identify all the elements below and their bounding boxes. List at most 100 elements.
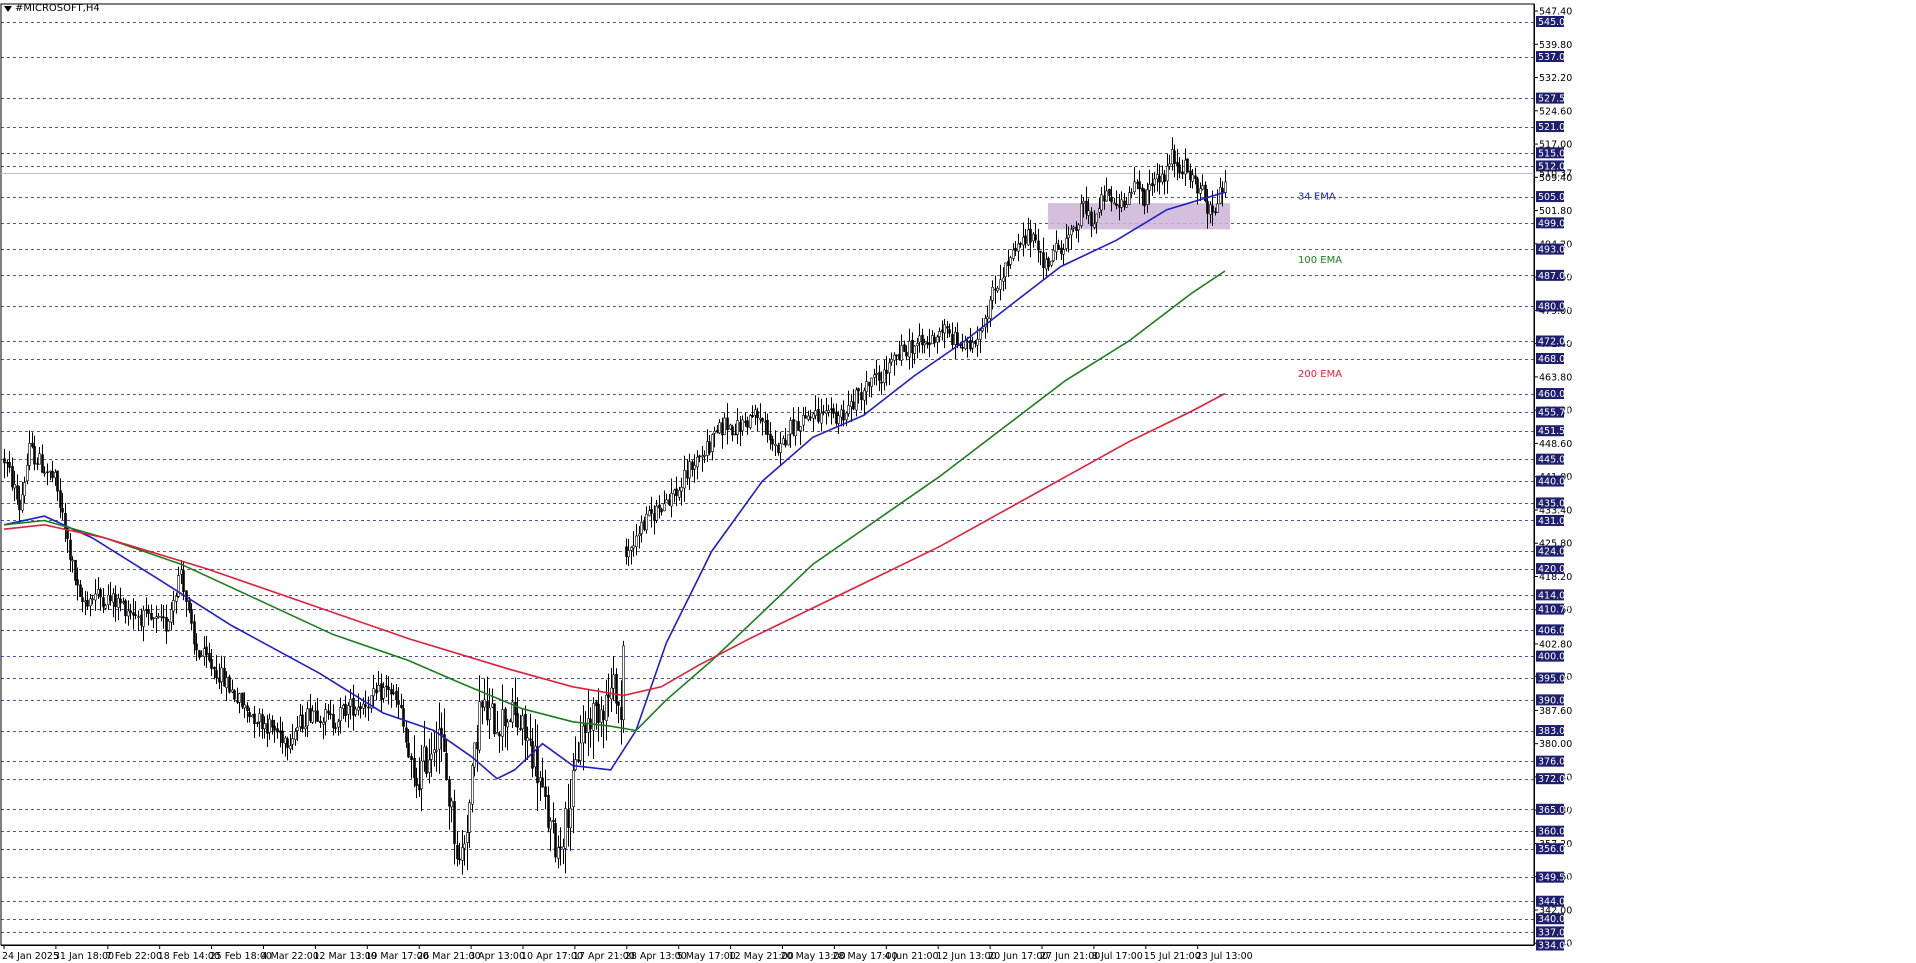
candle-body [289,745,292,750]
level-label: 400.00 [1538,652,1571,663]
candle-body [1146,189,1149,205]
candle-body [177,575,180,597]
candle-body [140,614,143,626]
candle-body [979,330,982,340]
candle-body [468,802,471,833]
level-label-bg [1536,545,1564,557]
level-label: 487.00 [1538,271,1571,282]
candle-body [726,417,729,431]
level-label: 344.00 [1538,897,1571,908]
candle-body [258,713,261,723]
candle-body [521,715,524,730]
candle-body [612,674,615,689]
candle-body [536,746,539,784]
candle-body [1214,211,1217,213]
y-tick-label: 425.80 [1539,539,1572,550]
candle-body [797,421,800,431]
candle-body [680,486,683,492]
candle-body [812,413,815,419]
candle-body [597,703,600,723]
candle-body [627,550,630,558]
candle-body [900,345,903,361]
candle-body [893,354,896,361]
candle-body [1098,208,1101,213]
candle-body [198,650,201,658]
x-tick-label: 24 Jan 2025 [2,951,59,962]
x-tick-label: 19 Mar 17:00 [365,951,428,962]
candle-body [26,464,29,482]
candle-body [59,490,62,508]
x-tick-label: 28 May 17:00 [832,951,897,962]
candle-body [415,777,418,787]
candle-body [440,727,443,736]
candle-body [701,455,704,458]
candle-body [33,446,36,465]
candle-body [1067,234,1070,239]
candle-body [74,559,77,581]
candle-body [425,747,428,774]
x-tick-label: 12 May 21:00 [729,951,794,962]
candle-body [832,408,835,414]
candle-body [584,724,587,733]
candle-body [102,597,105,608]
level-label: 445.00 [1538,455,1571,466]
candle-body [771,438,774,445]
candle-body [723,417,726,436]
level-label-bg [1536,755,1564,767]
candle-body [246,705,249,712]
candle-body [430,753,433,760]
candle-body [205,646,208,656]
candle-body [923,342,926,346]
candle-body [1178,164,1181,174]
candle-body [172,600,175,612]
candle-body [544,786,547,797]
candle-body [1186,158,1189,173]
level-label-bg [1536,803,1564,815]
candle-body [999,279,1002,290]
candle-body [572,770,575,807]
candle-body [190,609,193,624]
candle-body [774,444,777,447]
level-label: 435.00 [1538,498,1571,509]
menu-triangle-icon[interactable] [4,5,12,12]
candle-body [526,737,529,742]
x-tick-label: 4 Jun 21:00 [884,951,938,962]
candle-body [344,703,347,717]
candle-body [863,390,866,401]
level-label: 356.00 [1538,844,1571,855]
ema-100-label: 100 EMA [1298,255,1342,266]
candle-body [319,720,322,724]
x-tick-label: 5 May 17:00 [677,951,736,962]
candle-body [248,712,251,717]
candle-body [195,643,198,651]
candle-body [1090,211,1093,227]
x-tick-label: 27 Jun 21:00 [1040,951,1100,962]
candle-body [104,605,107,609]
candle-body [731,426,734,436]
level-label-bg [1536,453,1564,465]
candle-body [498,733,501,737]
candle-body [921,334,924,345]
candle-body [951,333,954,345]
x-tick-label: 17 Apr 21:00 [573,951,635,962]
candle-body [66,528,69,539]
candle-body [1042,252,1045,268]
candle-body [1077,224,1080,231]
x-tick-label: 12 Jun 13:00 [936,951,996,962]
candle-body [903,344,906,352]
candle-body [21,494,24,511]
candle-body [453,801,456,844]
level-label: 376.00 [1538,757,1571,768]
candle-body [1153,178,1156,185]
candle-body [473,742,476,768]
candle-body [1184,159,1187,175]
candle-body [1128,192,1131,205]
candle-body [605,694,608,721]
candle-body [860,392,863,401]
level-label: 395.00 [1538,674,1571,685]
level-label-bg [1536,843,1564,855]
candle-body [56,470,59,492]
candle-body [94,593,97,601]
